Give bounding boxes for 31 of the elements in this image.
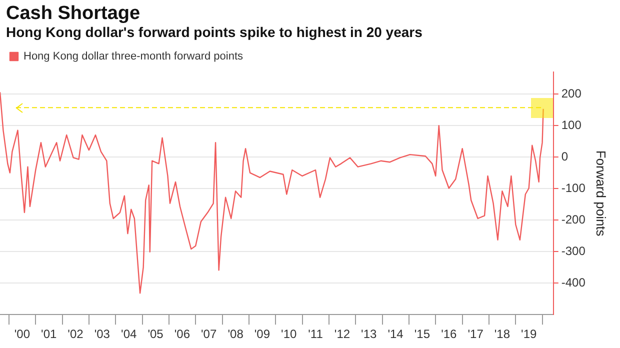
x-tick-label: '04 <box>121 327 138 342</box>
x-tick-label: '13 <box>361 327 378 342</box>
y-tick-label: -300 <box>561 244 586 258</box>
x-tick-label: '18 <box>494 327 510 342</box>
y-axis-title: Forward points <box>594 150 609 237</box>
x-tick-label: '12 <box>334 327 350 342</box>
x-tick-label: '17 <box>468 327 484 342</box>
x-tick-label: '00 <box>14 327 30 342</box>
x-tick-label: '15 <box>414 327 430 342</box>
x-tick-label: '06 <box>174 327 190 342</box>
y-tick-label: -400 <box>561 275 586 290</box>
x-tick-label: '16 <box>441 327 458 342</box>
y-tick-label: 200 <box>561 86 582 100</box>
x-tick-label: '19 <box>521 327 537 342</box>
y-tick-label: 100 <box>561 118 582 132</box>
x-tick-label: '02 <box>68 327 84 342</box>
chart-title: Cash Shortage <box>6 3 142 24</box>
chart-subtitle: Hong Kong dollar's forward points spike to highest in 20 years <box>6 24 424 41</box>
x-tick-label: '11 <box>308 327 324 342</box>
x-tick-label: '03 <box>94 327 110 342</box>
x-tick-label: '07 <box>201 327 217 342</box>
y-tick-label: -100 <box>561 180 586 195</box>
legend-label: Hong Kong dollar three-month forward points <box>24 50 244 63</box>
y-tick-label: -200 <box>561 212 586 226</box>
x-tick-label: '10 <box>281 327 297 342</box>
x-tick-label: '05 <box>148 327 164 342</box>
x-tick-label: '08 <box>228 327 244 342</box>
y-tick-label: 0 <box>561 149 568 164</box>
x-tick-label: '01 <box>41 327 57 342</box>
x-tick-label: '14 <box>388 327 404 342</box>
x-tick-label: '09 <box>254 327 270 342</box>
